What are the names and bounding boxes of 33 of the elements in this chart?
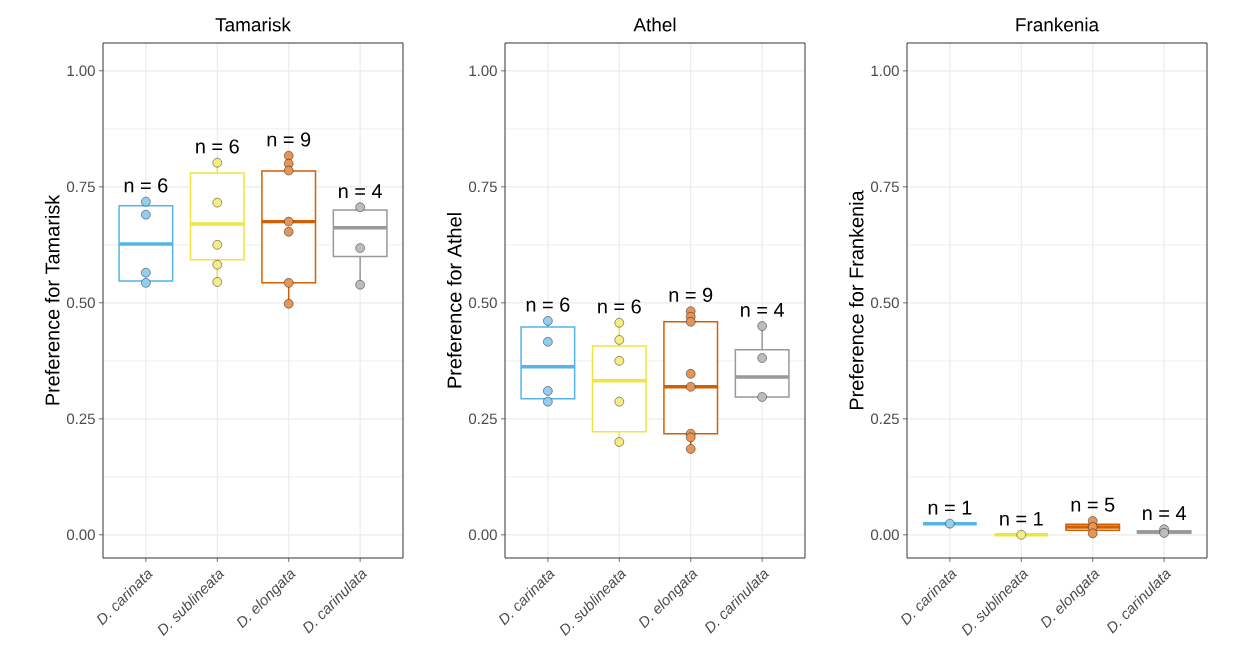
chart-title: Tamarisk — [215, 17, 291, 32]
annotation: n = 9 — [267, 132, 311, 147]
y-tick-label: 1.00 — [871, 65, 899, 77]
annotation: n = 6 — [526, 297, 570, 312]
chart-title: Frankenia — [1016, 17, 1100, 32]
annotation: n = 6 — [598, 299, 641, 314]
y-tick-label: 0.50 — [66, 297, 95, 309]
y-tick-label: 0.50 — [870, 297, 899, 309]
y-tick-label: 0.00 — [468, 529, 497, 541]
annotation: n = 6 — [196, 139, 239, 154]
annotation: n = 4 — [339, 184, 382, 199]
y-tick-label: 0.25 — [870, 413, 899, 425]
annotation: n = 4 — [1143, 506, 1186, 521]
y-tick-label: 0.25 — [468, 413, 497, 425]
annotation: n = 4 — [741, 303, 784, 317]
y-tick-label: 0.75 — [66, 181, 95, 193]
annotation: n = 5 — [1071, 497, 1115, 512]
y-tick-label: 0.25 — [66, 413, 95, 425]
annotation: n = 9 — [669, 287, 713, 302]
y-tick-label: 1.00 — [469, 65, 497, 77]
y-tick-label: 1.00 — [67, 65, 95, 77]
annotation: n = 1 — [1000, 511, 1043, 526]
y-axis-title: Preference for Tamarisk — [44, 194, 60, 405]
annotation: n = 1 — [928, 500, 972, 515]
y-tick-label: 0.00 — [66, 529, 95, 541]
y-axis-title: Preference for Frankenia — [848, 190, 864, 410]
y-tick-label: 0.75 — [870, 181, 899, 193]
y-axis-title: Preference for Athel — [446, 213, 462, 388]
y-tick-label: 0.50 — [468, 297, 497, 309]
y-tick-label: 0.00 — [870, 529, 899, 541]
annotation: n = 6 — [124, 178, 168, 193]
y-tick-label: 0.75 — [468, 181, 497, 193]
chart-title: Athel — [633, 17, 676, 32]
